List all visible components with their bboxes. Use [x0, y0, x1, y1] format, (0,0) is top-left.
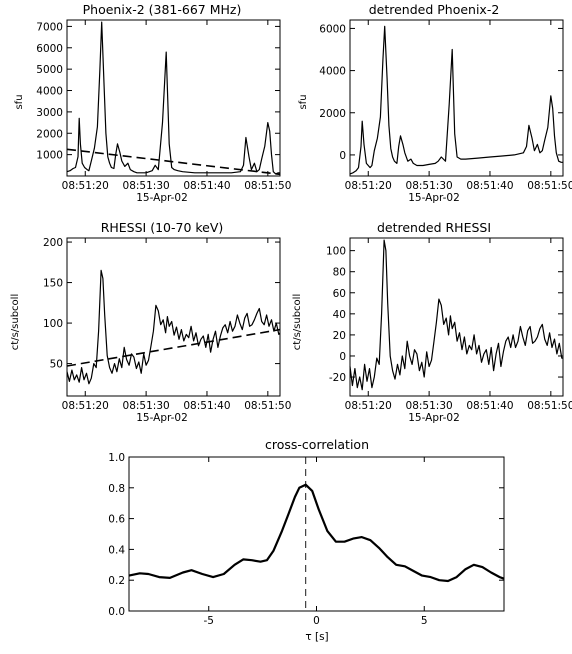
y-tick-label: 150 — [43, 278, 63, 290]
series-line — [349, 239, 563, 391]
plot-frame — [128, 456, 505, 612]
x-tick-label: 08:51:40 — [183, 180, 230, 192]
plot-frame — [349, 237, 564, 397]
y-tick-label: 0.4 — [108, 544, 125, 556]
x-tick-label: 08:51:30 — [406, 180, 453, 192]
x-tick-label: -5 — [203, 615, 213, 627]
y-tick-label: 4000 — [319, 66, 346, 78]
series-line — [66, 269, 281, 385]
x-axis-label: 15-Apr-02 — [136, 192, 188, 204]
y-tick-label: 6000 — [36, 43, 63, 55]
panel-detrended-rhessi: detrended RHESSI ct/s/subcoll 15-Apr-02 … — [292, 220, 572, 424]
plot-frame — [66, 19, 281, 177]
y-axis-label: sfu — [298, 94, 309, 109]
x-tick-label: 08:51:20 — [62, 400, 109, 412]
x-axis-label: 15-Apr-02 — [136, 412, 188, 424]
x-tick-label: 08:51:50 — [244, 180, 291, 192]
series-line — [128, 483, 505, 583]
y-tick-label: 100 — [43, 318, 63, 330]
trend-line — [66, 148, 281, 176]
y-tick-label: 1.0 — [108, 452, 125, 464]
x-tick-label: 08:51:20 — [62, 180, 109, 192]
x-tick-label: 08:51:40 — [466, 180, 513, 192]
chart-title: Phoenix-2 (381-667 MHz) — [83, 2, 242, 17]
x-tick-label: 08:51:50 — [527, 180, 572, 192]
plot-frame — [66, 237, 281, 397]
y-tick-label: 200 — [43, 237, 63, 249]
chart-title: cross-correlation — [265, 437, 369, 452]
x-tick-label: 08:51:20 — [345, 180, 392, 192]
y-tick-label: 80 — [333, 267, 346, 279]
y-tick-label: 7000 — [36, 21, 63, 33]
x-tick-label: 08:51:50 — [244, 400, 291, 412]
y-tick-label: -20 — [329, 372, 346, 384]
x-tick-label: 08:51:30 — [123, 180, 170, 192]
x-axis-label: 15-Apr-02 — [408, 192, 460, 204]
y-tick-label: 3000 — [36, 107, 63, 119]
y-tick-label: 0 — [339, 150, 346, 162]
x-tick-label: 08:51:30 — [123, 400, 170, 412]
y-tick-label: 1000 — [36, 150, 63, 162]
y-tick-label: 100 — [326, 246, 346, 258]
y-tick-label: 0.6 — [108, 514, 125, 526]
y-tick-label: 6000 — [319, 23, 346, 35]
plot-frame — [349, 19, 564, 177]
x-tick-label: 08:51:40 — [183, 400, 230, 412]
y-tick-label: 0 — [339, 351, 346, 363]
series-line — [349, 25, 563, 175]
y-tick-label: 20 — [333, 330, 346, 342]
y-tick-label: 2000 — [36, 128, 63, 140]
y-axis-label: ct/s/subcoll — [292, 294, 303, 350]
y-axis-label: sfu — [14, 94, 25, 109]
x-tick-label: 08:51:30 — [406, 400, 453, 412]
y-tick-label: 0.2 — [108, 575, 125, 587]
x-tick-label: 08:51:40 — [466, 400, 513, 412]
chart-title: detrended Phoenix-2 — [369, 2, 500, 17]
x-axis-label: τ [s] — [305, 631, 328, 643]
panel-detrended-phoenix-2: detrended Phoenix-2 sfu 15-Apr-02 08:51:… — [298, 2, 572, 204]
chart-title: detrended RHESSI — [377, 220, 491, 235]
panel-phoenix-2: Phoenix-2 (381-667 MHz) sfu 15-Apr-02 08… — [14, 2, 291, 204]
x-axis-label: 15-Apr-02 — [408, 412, 460, 424]
trend-line — [66, 328, 281, 367]
y-tick-label: 0.0 — [108, 606, 125, 618]
y-tick-label: 5000 — [36, 64, 63, 76]
x-tick-label: 0 — [313, 615, 320, 627]
x-tick-label: 08:51:50 — [527, 400, 572, 412]
y-tick-label: 4000 — [36, 86, 63, 98]
y-tick-label: 40 — [333, 309, 346, 321]
y-axis-label: ct/s/subcoll — [10, 294, 21, 350]
y-tick-label: 50 — [50, 359, 63, 371]
panel-rhessi: RHESSI (10-70 keV) ct/s/subcoll 15-Apr-0… — [10, 220, 291, 424]
y-tick-label: 2000 — [319, 108, 346, 120]
y-tick-label: 0.8 — [108, 483, 125, 495]
panel-cross-correlation: cross-correlation τ [s] -5 0 5 0.0 0.2 0.4 0.6… — [108, 437, 505, 643]
chart-title: RHESSI (10-70 keV) — [101, 220, 224, 235]
y-tick-label: 60 — [333, 288, 346, 300]
x-tick-label: 08:51:20 — [345, 400, 392, 412]
x-tick-label: 5 — [421, 615, 428, 627]
series-line — [66, 21, 280, 175]
